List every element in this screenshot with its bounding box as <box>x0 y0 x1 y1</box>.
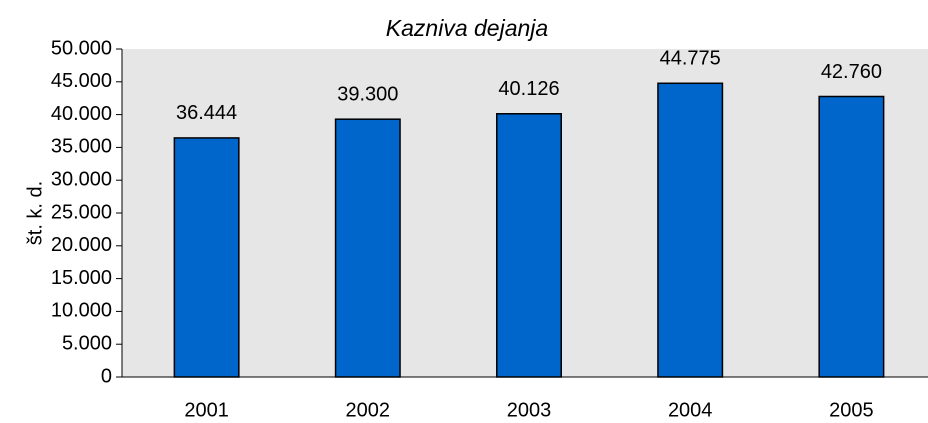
x-tick-label: 2004 <box>668 399 713 421</box>
y-tick-label: 20.000 <box>51 234 112 256</box>
bar <box>173 137 240 378</box>
x-tick-label: 2001 <box>184 399 229 421</box>
y-tick-label: 45.000 <box>51 70 112 92</box>
data-label: 42.760 <box>821 61 882 83</box>
y-tick-label: 10.000 <box>51 300 112 322</box>
bar <box>334 118 401 378</box>
bar <box>818 95 885 378</box>
y-tick-label: 50.000 <box>51 37 112 59</box>
x-tick-label: 2003 <box>507 399 552 421</box>
y-tick-label: 0 <box>101 365 112 387</box>
y-tick-label: 25.000 <box>51 201 112 223</box>
x-tick-label: 2002 <box>346 399 391 421</box>
x-tick-label: 2005 <box>829 399 874 421</box>
chart-title: Kazniva dejanja <box>386 15 548 41</box>
y-axis-label: št. k. d. <box>24 181 46 245</box>
data-label: 39.300 <box>337 83 398 105</box>
y-tick-label: 40.000 <box>51 103 112 125</box>
y-tick-label: 15.000 <box>51 267 112 289</box>
data-label: 44.775 <box>660 48 721 70</box>
y-tick-label: 5.000 <box>62 332 112 354</box>
y-tick-label: 30.000 <box>51 168 112 190</box>
data-label: 36.444 <box>176 102 237 124</box>
y-tick-label: 35.000 <box>51 136 112 158</box>
bar <box>657 82 724 378</box>
bar <box>496 113 562 378</box>
data-label: 40.126 <box>498 78 559 100</box>
